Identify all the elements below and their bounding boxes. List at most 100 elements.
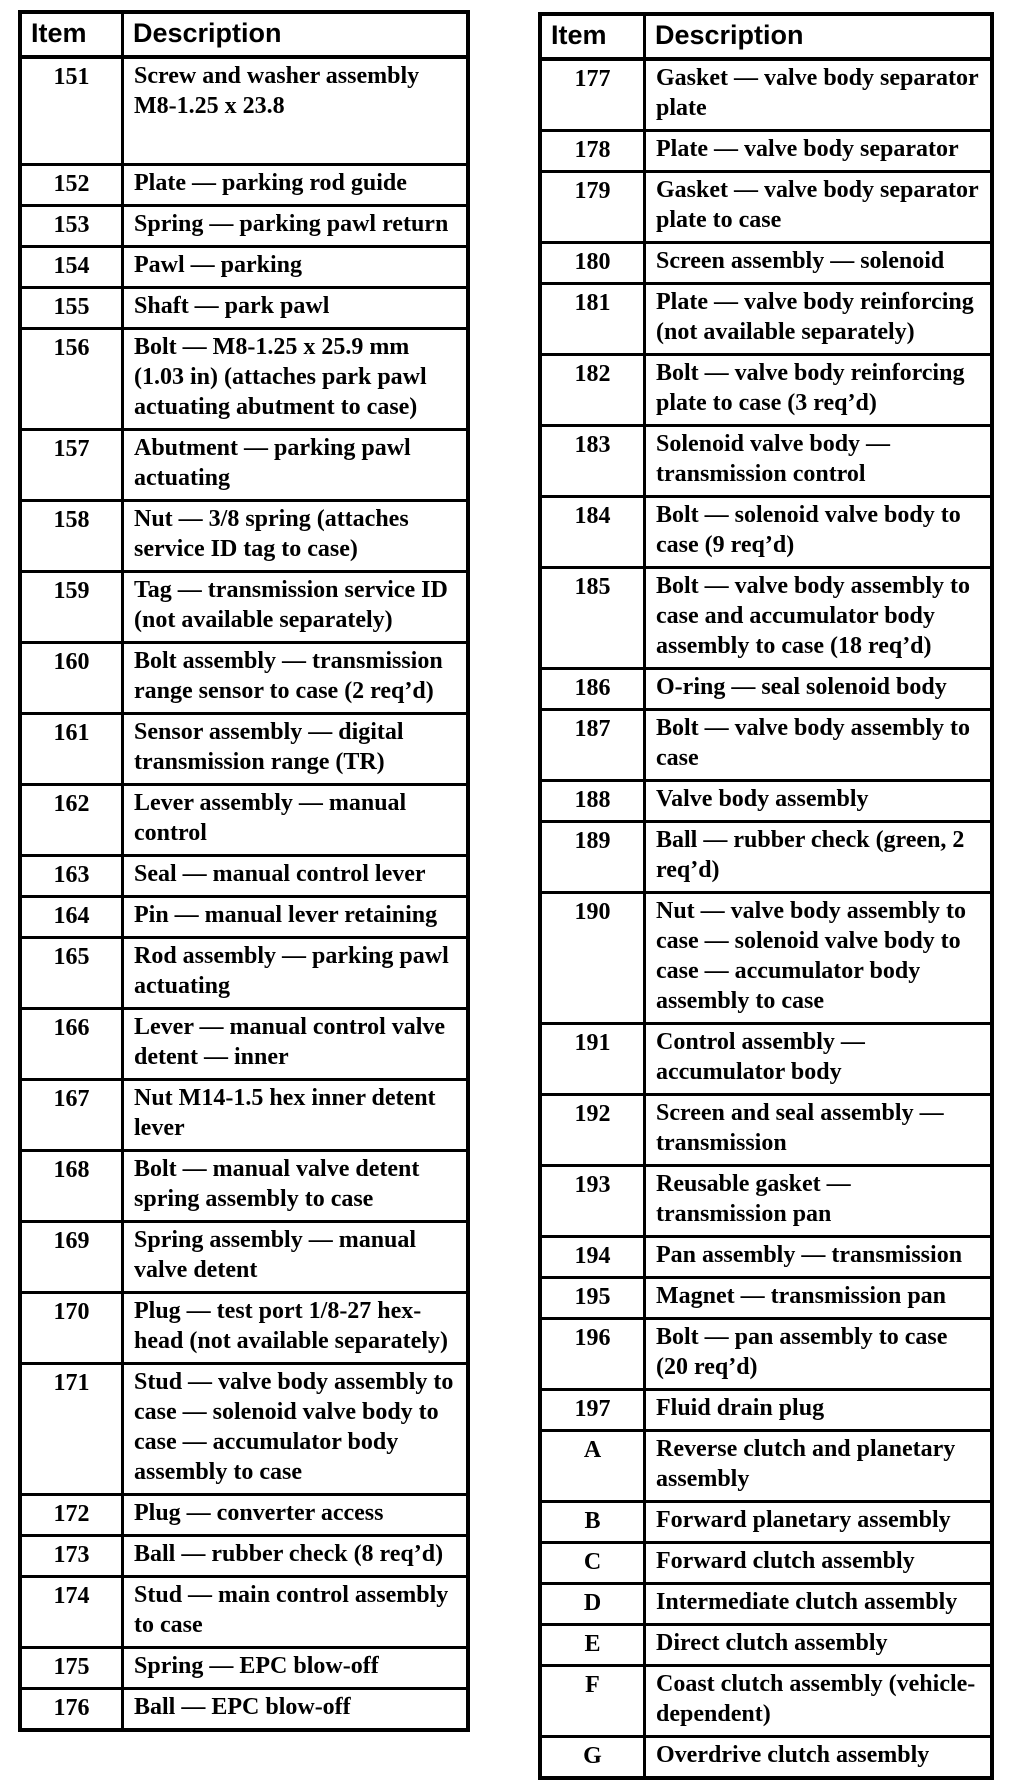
description-cell: Gasket — valve body separator plate to c… [643, 170, 994, 244]
item-cell: 174 [18, 1575, 124, 1649]
table-row: 189 Ball — rubber check (green, 2 req’d) [538, 820, 994, 894]
parts-table-right: Item Description 177 Gasket — valve body … [538, 12, 994, 1780]
item-cell: 163 [18, 854, 124, 898]
description-cell: Reusable gasket — transmission pan [643, 1164, 994, 1238]
table-row: A Reverse clutch and planetary assembly [538, 1429, 994, 1503]
item-column-header: Item [18, 10, 124, 59]
item-cell: E [538, 1623, 646, 1667]
description-cell: Forward planetary assembly [643, 1500, 994, 1544]
table-row: 183 Solenoid valve body — transmission co… [538, 424, 994, 498]
description-cell: Spring assembly — manual valve detent [121, 1220, 470, 1294]
item-cell: 191 [538, 1022, 646, 1096]
item-cell: 175 [18, 1646, 124, 1690]
parts-table-left-body: 151 Screw and washer assembly M8-1.25 x 2… [18, 55, 470, 1732]
table-row: 192 Screen and seal assembly — transmissi… [538, 1093, 994, 1167]
table-row: 158 Nut — 3/8 spring (attaches service ID… [18, 499, 470, 573]
item-cell: 178 [538, 129, 646, 173]
item-cell: 168 [18, 1149, 124, 1223]
description-cell: Abutment — parking pawl actuating [121, 428, 470, 502]
item-cell: 154 [18, 245, 124, 289]
description-cell: Bolt — manual valve detent spring assemb… [121, 1149, 470, 1223]
item-cell: 176 [18, 1687, 124, 1732]
description-cell: Control assembly — accumulator body [643, 1022, 994, 1096]
item-cell: 158 [18, 499, 124, 573]
description-cell: Reverse clutch and planetary assembly [643, 1429, 994, 1503]
description-cell: Shaft — park pawl [121, 286, 470, 330]
description-cell: Forward clutch assembly [643, 1541, 994, 1585]
item-cell: 151 [18, 55, 124, 166]
table-row: 194 Pan assembly — transmission [538, 1235, 994, 1279]
item-cell: 189 [538, 820, 646, 894]
description-cell: Bolt assembly — transmission range senso… [121, 641, 470, 715]
item-cell: 192 [538, 1093, 646, 1167]
item-cell: 152 [18, 163, 124, 207]
table-row: 159 Tag — transmission service ID (not av… [18, 570, 470, 644]
table-row: 162 Lever assembly — manual control [18, 783, 470, 857]
table-row: 164 Pin — manual lever retaining [18, 895, 470, 939]
description-cell: Bolt — valve body assembly to case and a… [643, 566, 994, 670]
description-cell: Ball — rubber check (8 req’d) [121, 1534, 470, 1578]
item-cell: A [538, 1429, 646, 1503]
item-cell: 187 [538, 708, 646, 782]
item-cell: F [538, 1664, 646, 1738]
description-cell: Pin — manual lever retaining [121, 895, 470, 939]
description-cell: Lever — manual control valve detent — in… [121, 1007, 470, 1081]
description-cell: Nut M14-1.5 hex inner detent lever [121, 1078, 470, 1152]
table-row: 171 Stud — valve body assembly to case — … [18, 1362, 470, 1496]
description-cell: Bolt — M8-1.25 x 25.9 mm (1.03 in) (atta… [121, 327, 470, 431]
description-cell: Bolt — valve body assembly to case [643, 708, 994, 782]
table-row: G Overdrive clutch assembly [538, 1735, 994, 1780]
table-row: 153 Spring — parking pawl return [18, 204, 470, 248]
table-row: 184 Bolt — solenoid valve body to case (9… [538, 495, 994, 569]
table-row: 179 Gasket — valve body separator plate t… [538, 170, 994, 244]
table-row: 155 Shaft — park pawl [18, 286, 470, 330]
item-cell: 184 [538, 495, 646, 569]
item-cell: 173 [18, 1534, 124, 1578]
item-cell: 183 [538, 424, 646, 498]
table-row: F Coast clutch assembly (vehicle-dependen… [538, 1664, 994, 1738]
description-cell: Bolt — solenoid valve body to case (9 re… [643, 495, 994, 569]
item-cell: 172 [18, 1493, 124, 1537]
item-cell: 195 [538, 1276, 646, 1320]
description-cell: Stud — valve body assembly to case — sol… [121, 1362, 470, 1496]
description-cell: Magnet — transmission pan [643, 1276, 994, 1320]
item-cell: 155 [18, 286, 124, 330]
item-cell: 190 [538, 891, 646, 1025]
item-cell: 161 [18, 712, 124, 786]
table-row: 165 Rod assembly — parking pawl actuating [18, 936, 470, 1010]
table-row: 187 Bolt — valve body assembly to case [538, 708, 994, 782]
description-cell: Intermediate clutch assembly [643, 1582, 994, 1626]
description-column-header: Description [121, 10, 470, 59]
table-row: 185 Bolt — valve body assembly to case an… [538, 566, 994, 670]
item-cell: 171 [18, 1362, 124, 1496]
description-cell: Lever assembly — manual control [121, 783, 470, 857]
table-row: 168 Bolt — manual valve detent spring ass… [18, 1149, 470, 1223]
table-row: 196 Bolt — pan assembly to case (20 req’d… [538, 1317, 994, 1391]
description-column-header: Description [643, 12, 994, 61]
table-row: 193 Reusable gasket — transmission pan [538, 1164, 994, 1238]
description-cell: O-ring — seal solenoid body [643, 667, 994, 711]
description-cell: Bolt — pan assembly to case (20 req’d) [643, 1317, 994, 1391]
table-row: 172 Plug — converter access [18, 1493, 470, 1537]
description-cell: Plate — valve body reinforcing (not avai… [643, 282, 994, 356]
table-row: 173 Ball — rubber check (8 req’d) [18, 1534, 470, 1578]
table-row: 154 Pawl — parking [18, 245, 470, 289]
description-cell: Spring — EPC blow-off [121, 1646, 470, 1690]
description-cell: Sensor assembly — digital transmission r… [121, 712, 470, 786]
description-cell: Nut — 3/8 spring (attaches service ID ta… [121, 499, 470, 573]
table-row: 160 Bolt assembly — transmission range se… [18, 641, 470, 715]
table-row: 169 Spring assembly — manual valve detent [18, 1220, 470, 1294]
description-cell: Stud — main control assembly to case [121, 1575, 470, 1649]
table-row: 182 Bolt — valve body reinforcing plate t… [538, 353, 994, 427]
description-cell: Overdrive clutch assembly [643, 1735, 994, 1780]
description-cell: Screen and seal assembly — transmission [643, 1093, 994, 1167]
description-cell: Tag — transmission service ID (not avail… [121, 570, 470, 644]
description-cell: Screw and washer assembly M8-1.25 x 23.8 [121, 55, 470, 166]
description-cell: Seal — manual control lever [121, 854, 470, 898]
item-cell: C [538, 1541, 646, 1585]
table-row: 195 Magnet — transmission pan [538, 1276, 994, 1320]
description-cell: Nut — valve body assembly to case — sole… [643, 891, 994, 1025]
table-row: C Forward clutch assembly [538, 1541, 994, 1585]
table-row: 152 Plate — parking rod guide [18, 163, 470, 207]
description-cell: Solenoid valve body — transmission contr… [643, 424, 994, 498]
